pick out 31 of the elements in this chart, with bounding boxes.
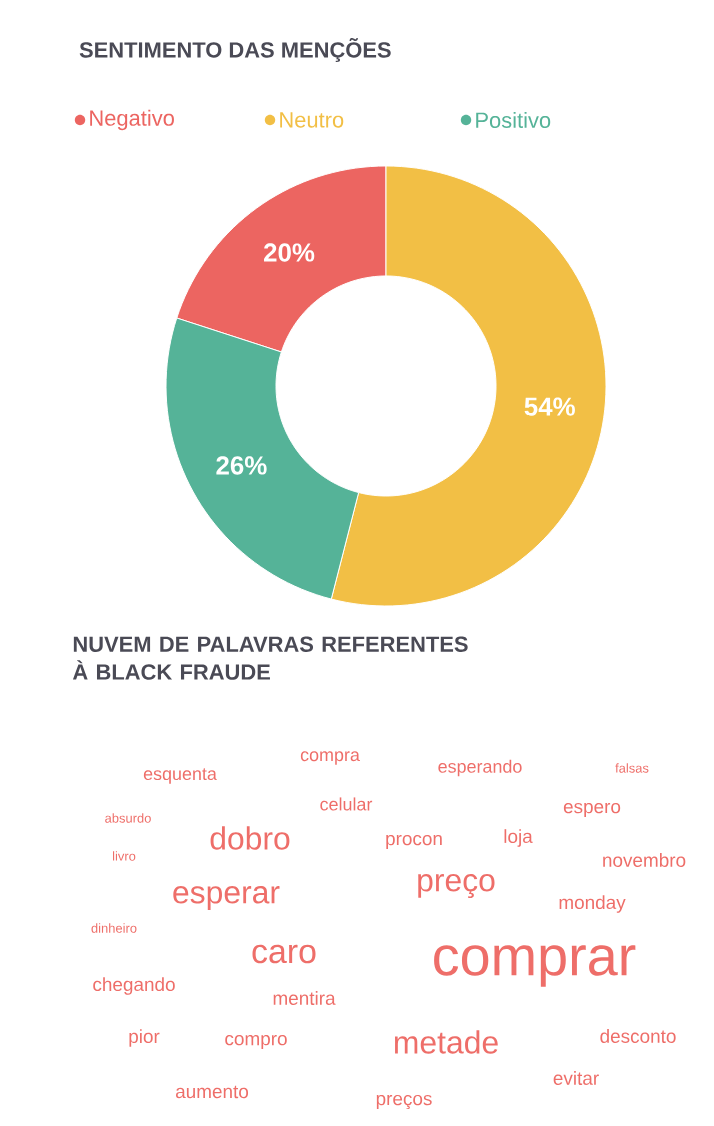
text: novembro — [603, 853, 686, 867]
text: espero — [563, 802, 621, 818]
text: aumento — [175, 1085, 249, 1099]
text: mentira — [273, 991, 336, 1005]
text: loja — [504, 829, 533, 847]
text: esperar — [173, 886, 280, 910]
text: caro — [252, 944, 316, 964]
text: metade — [394, 1030, 498, 1054]
text: compra — [300, 751, 360, 765]
text: dobro — [210, 826, 290, 850]
text: evitar — [553, 1071, 599, 1085]
text: procon — [386, 834, 442, 850]
data-label: 26% — [216, 456, 267, 475]
data-label: 54% — [524, 397, 575, 416]
text: preço — [418, 874, 495, 898]
text: preços — [376, 1094, 432, 1110]
text: monday — [559, 895, 626, 913]
chart-title: SENTIMENTO DAS MENÇÕES — [79, 37, 391, 62]
legend-label: Negativo — [90, 109, 174, 131]
text: pior — [129, 1029, 160, 1047]
data-label: 20% — [264, 243, 315, 262]
legend-label: Positivo — [476, 111, 551, 129]
legend-label: Neutro — [280, 112, 344, 128]
text: NUVEM DE PALAVRAS REFERENTES À BLACK FRAUDE — [72, 636, 468, 680]
text: chegando — [93, 977, 175, 995]
text: esperando — [438, 759, 522, 777]
text: esquenta — [143, 768, 217, 784]
text: compro — [225, 1034, 287, 1050]
text: celular — [320, 797, 373, 811]
text: comprar — [434, 945, 636, 987]
text: desconto — [600, 1029, 676, 1043]
